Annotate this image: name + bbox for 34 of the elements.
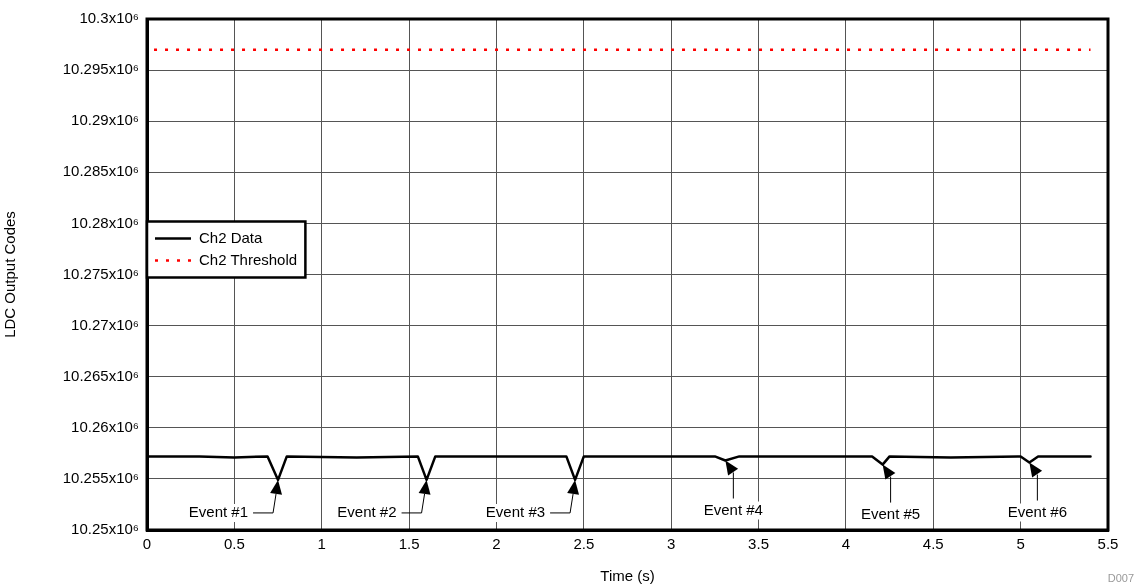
x-tick-label: 5.5 [1097, 535, 1119, 553]
annotation: Event #1 [188, 503, 249, 521]
x-tick-label: 0 [142, 535, 152, 553]
x-tick-label: 4 [841, 535, 851, 553]
x-tick-label: 0.5 [223, 535, 245, 553]
y-tick-label: 10.28x10⁶ [71, 213, 139, 231]
y-axis-title: LDC Output Codes [1, 211, 19, 338]
y-tick-label: 10.285x10⁶ [62, 162, 139, 180]
x-tick-label: 1.5 [398, 535, 420, 553]
legend-label: Ch2 Threshold [199, 250, 298, 268]
x-tick-label: 2 [492, 535, 501, 553]
x-tick-label: 3 [667, 535, 676, 553]
x-tick-label: 1 [317, 535, 326, 553]
y-tick-label: 10.26x10⁶ [71, 417, 139, 435]
x-tick-label: 5 [1016, 535, 1025, 553]
annotation: Event #3 [485, 503, 546, 521]
y-tick-label: 10.265x10⁶ [62, 366, 139, 384]
x-axis-title: Time (s) [600, 567, 655, 585]
x-tick-label: 3.5 [748, 535, 769, 553]
annotation: Event #6 [1007, 502, 1067, 520]
annotation: Event #2 [337, 503, 397, 521]
y-tick-label: 10.295x10⁶ [62, 60, 139, 78]
x-tick-label: 2.5 [573, 535, 595, 553]
annotation: Event #5 [860, 504, 921, 522]
y-tick-label: 10.255x10⁶ [62, 469, 139, 487]
y-tick-label: 10.27x10⁶ [71, 315, 139, 333]
y-tick-label: 10.3x10⁶ [79, 9, 139, 27]
y-tick-label: 10.275x10⁶ [62, 264, 139, 282]
text: D007 [1107, 571, 1134, 584]
legend-label: Ch2 Data [199, 228, 264, 246]
annotation: Event #4 [703, 500, 763, 518]
y-tick-label: 10.25x10⁶ [71, 520, 139, 538]
x-tick-label: 4.5 [922, 535, 944, 553]
y-tick-label: 10.29x10⁶ [71, 111, 139, 129]
